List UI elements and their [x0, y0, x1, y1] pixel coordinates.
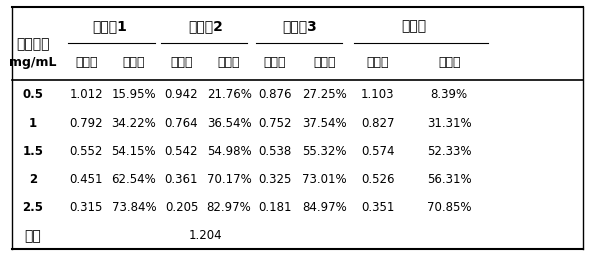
- Text: 0.351: 0.351: [361, 200, 394, 213]
- Text: 31.31%: 31.31%: [427, 116, 472, 129]
- Text: 抑制率: 抑制率: [218, 56, 240, 69]
- Text: 样品浓度: 样品浓度: [16, 37, 49, 51]
- Text: 82.97%: 82.97%: [206, 200, 252, 213]
- Text: 平均值: 平均值: [264, 56, 286, 69]
- Text: 0.538: 0.538: [258, 144, 292, 157]
- Text: 0.205: 0.205: [165, 200, 198, 213]
- Text: 0.325: 0.325: [258, 172, 292, 185]
- Text: 37.54%: 37.54%: [302, 116, 347, 129]
- Text: 56.31%: 56.31%: [427, 172, 472, 185]
- Text: 对比例: 对比例: [401, 19, 426, 33]
- Text: 36.54%: 36.54%: [207, 116, 252, 129]
- Text: 0.752: 0.752: [258, 116, 292, 129]
- Text: 54.15%: 54.15%: [112, 144, 156, 157]
- Text: 0.181: 0.181: [258, 200, 292, 213]
- Text: 0.942: 0.942: [165, 88, 198, 101]
- Text: 0.792: 0.792: [70, 116, 103, 129]
- Text: mg/mL: mg/mL: [9, 56, 57, 69]
- Text: 0.451: 0.451: [70, 172, 103, 185]
- Text: 84.97%: 84.97%: [302, 200, 347, 213]
- Text: 抑制率: 抑制率: [123, 56, 145, 69]
- Text: 55.32%: 55.32%: [302, 144, 346, 157]
- Text: 抑制率: 抑制率: [438, 56, 461, 69]
- Text: 70.85%: 70.85%: [427, 200, 471, 213]
- Text: 52.33%: 52.33%: [427, 144, 471, 157]
- Text: 1: 1: [29, 116, 37, 129]
- Text: 实施例1: 实施例1: [93, 19, 127, 33]
- Text: 1.5: 1.5: [22, 144, 43, 157]
- Text: 平均值: 平均值: [170, 56, 193, 69]
- Text: 抑制率: 抑制率: [313, 56, 336, 69]
- Text: 62.54%: 62.54%: [111, 172, 156, 185]
- Text: 70.17%: 70.17%: [206, 172, 252, 185]
- Text: 2: 2: [29, 172, 37, 185]
- Text: 73.01%: 73.01%: [302, 172, 347, 185]
- Text: 0.526: 0.526: [361, 172, 394, 185]
- Text: 0.315: 0.315: [70, 200, 103, 213]
- Text: 0.876: 0.876: [258, 88, 292, 101]
- Text: 21.76%: 21.76%: [206, 88, 252, 101]
- Text: 平均值: 平均值: [75, 56, 98, 69]
- Text: 1.204: 1.204: [189, 228, 222, 241]
- Text: 实施例3: 实施例3: [282, 19, 317, 33]
- Text: 0.361: 0.361: [165, 172, 198, 185]
- Text: 15.95%: 15.95%: [112, 88, 156, 101]
- Text: 0.542: 0.542: [165, 144, 198, 157]
- Text: 0.827: 0.827: [361, 116, 394, 129]
- Text: 34.22%: 34.22%: [111, 116, 156, 129]
- Text: 0.5: 0.5: [22, 88, 43, 101]
- Text: 0.574: 0.574: [361, 144, 394, 157]
- Text: 27.25%: 27.25%: [302, 88, 347, 101]
- Text: 1.012: 1.012: [70, 88, 103, 101]
- Text: 2.5: 2.5: [22, 200, 43, 213]
- Text: 平均值: 平均值: [367, 56, 389, 69]
- Text: 实施例2: 实施例2: [188, 19, 223, 33]
- Text: 0.764: 0.764: [165, 116, 198, 129]
- Text: 54.98%: 54.98%: [207, 144, 252, 157]
- Text: 空白: 空白: [24, 228, 41, 242]
- Text: 0.552: 0.552: [70, 144, 103, 157]
- Text: 8.39%: 8.39%: [431, 88, 468, 101]
- Text: 73.84%: 73.84%: [112, 200, 156, 213]
- Text: 1.103: 1.103: [361, 88, 394, 101]
